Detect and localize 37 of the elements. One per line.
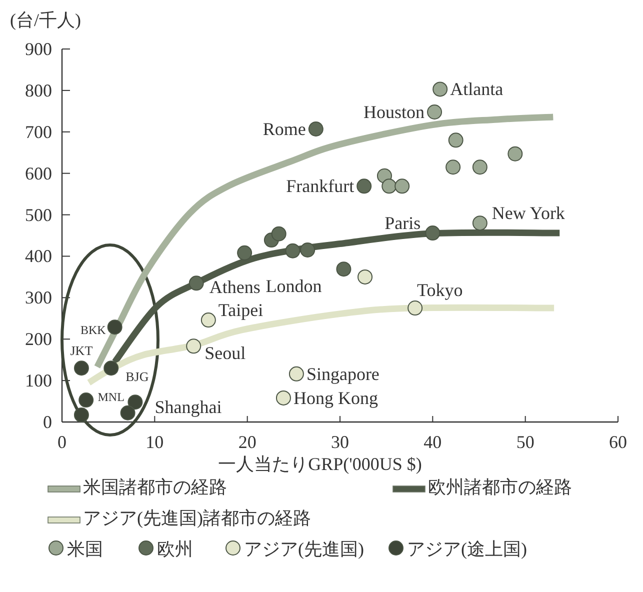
y-tick-label: 800	[25, 80, 52, 100]
legend-label: 米国	[67, 539, 103, 559]
legend-label: 欧州	[157, 539, 193, 559]
legend-label: 欧州諸都市の経路	[428, 477, 572, 497]
x-tick-label: 0	[58, 432, 66, 452]
point	[74, 407, 89, 422]
x-tick-label: 60	[609, 432, 627, 452]
x-tick-label: 10	[146, 432, 164, 452]
point	[74, 360, 89, 376]
y-tick-label: 500	[25, 204, 52, 225]
x-tick-label: 50	[516, 432, 534, 452]
point	[276, 390, 291, 406]
annotation: Atlanta	[450, 79, 504, 100]
y-tick-label: 100	[25, 370, 52, 391]
point	[120, 405, 136, 420]
point	[78, 392, 94, 408]
annotation: MNL	[98, 390, 124, 404]
y-tick-label: 700	[25, 122, 52, 142]
x-tick-label: 30	[331, 432, 349, 452]
y-tick-label: 300	[25, 288, 52, 308]
y-tick-label: 400	[25, 246, 52, 266]
point	[432, 82, 448, 97]
legend-label: アジア(先進国)	[244, 539, 364, 559]
x-axis-title: 一人当たりGRP('000US $)	[218, 454, 422, 474]
y-tick-label: 0	[43, 412, 52, 432]
x-tick-label: 20	[238, 432, 256, 452]
annotation: Hong Kong	[293, 388, 378, 408]
y-tick-label: 200	[25, 329, 52, 350]
y-tick-label: 900	[25, 39, 52, 59]
y-axis-title: (台/千人)	[10, 10, 81, 30]
point	[128, 394, 143, 410]
x-tick-label: 40	[424, 432, 442, 452]
legend-label: アジア(先進国)諸都市の経路	[83, 508, 311, 528]
legend-label: 米国諸都市の経路	[83, 477, 227, 497]
legend-label: アジア(途上国)	[407, 539, 527, 559]
y-tick-label: 600	[25, 163, 52, 184]
annotation: Shanghai	[154, 396, 222, 417]
